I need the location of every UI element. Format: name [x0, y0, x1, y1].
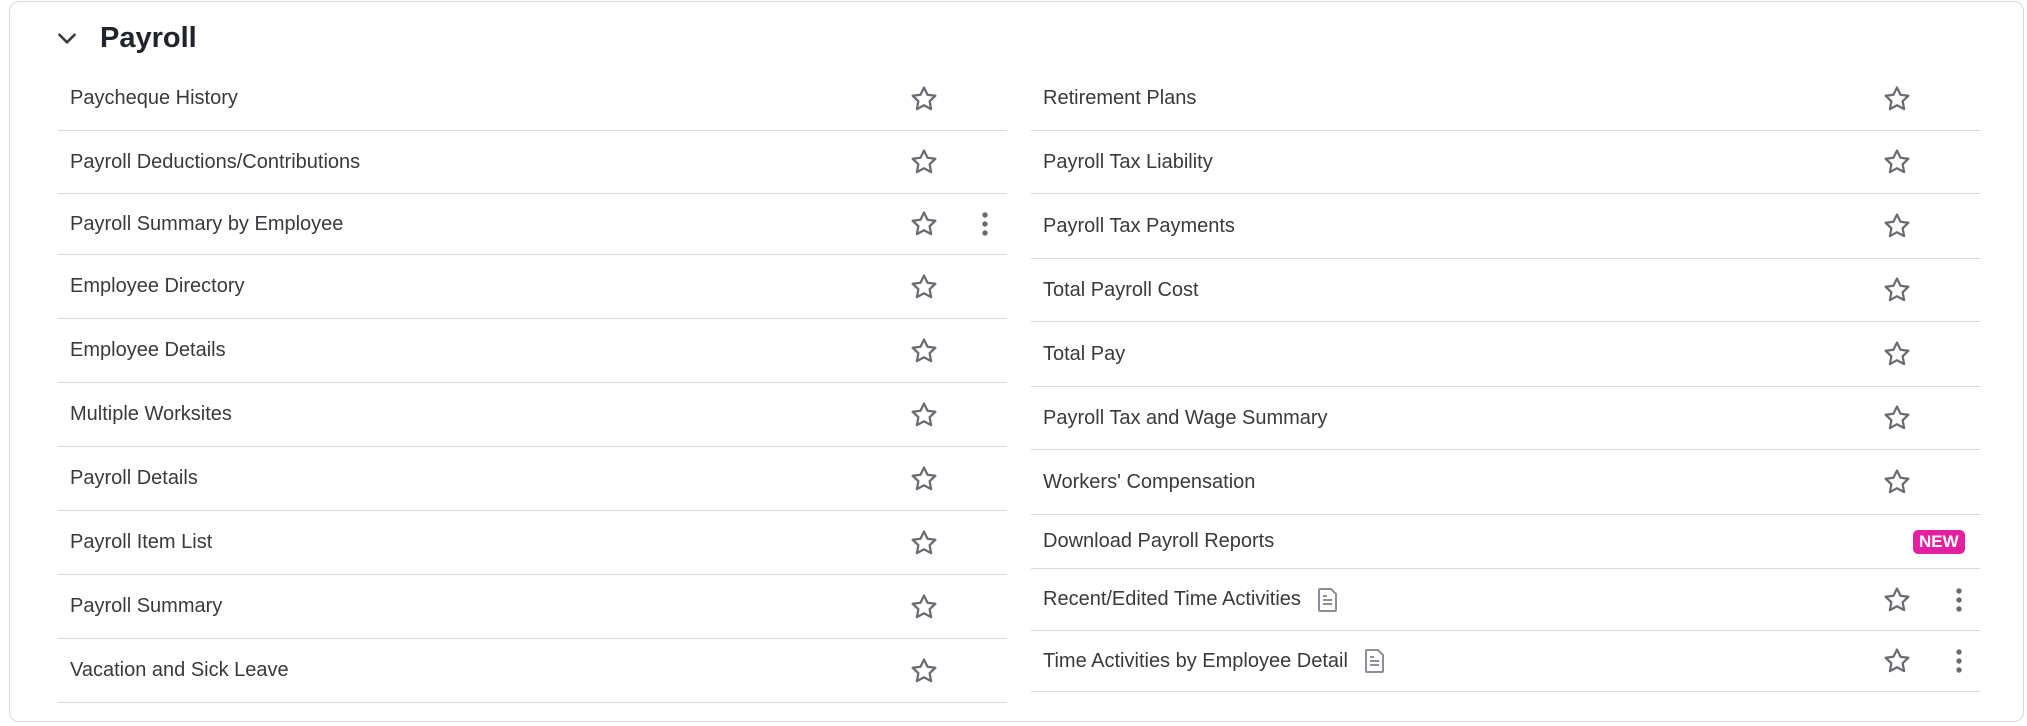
- report-link[interactable]: Payroll Item List: [70, 531, 213, 553]
- star-favorite-icon[interactable]: [909, 464, 939, 494]
- star-favorite-icon[interactable]: [909, 592, 939, 622]
- report-row[interactable]: Time Activities by Employee Detail: [1031, 631, 1980, 692]
- report-link[interactable]: Payroll Tax and Wage Summary: [1043, 406, 1328, 429]
- report-row[interactable]: Total Pay: [1031, 322, 1980, 387]
- report-row[interactable]: Payroll Deductions/Contributions: [58, 131, 1007, 194]
- report-row[interactable]: Payroll Summary: [58, 575, 1007, 639]
- document-icon: [1364, 648, 1386, 674]
- report-link[interactable]: Recent/Edited Time Activities: [1043, 588, 1301, 610]
- report-link[interactable]: Total Payroll Cost: [1043, 278, 1199, 301]
- star-favorite-icon[interactable]: [1882, 467, 1912, 497]
- report-row[interactable]: Vacation and Sick Leave: [58, 639, 1007, 703]
- star-favorite-icon[interactable]: [1882, 147, 1912, 177]
- star-favorite-icon[interactable]: [1882, 84, 1912, 114]
- star-favorite-icon[interactable]: [909, 209, 939, 239]
- report-link[interactable]: Payroll Details: [70, 467, 198, 489]
- report-row[interactable]: Payroll Details: [58, 447, 1007, 511]
- more-options-icon[interactable]: [981, 211, 989, 237]
- star-favorite-icon[interactable]: [1882, 585, 1912, 615]
- report-row[interactable]: Payroll Summary by Employee: [58, 194, 1007, 255]
- payroll-card: Payroll: [9, 1, 2024, 722]
- more-options-icon[interactable]: [1955, 648, 1963, 674]
- report-row[interactable]: Payroll Tax Payments: [1031, 194, 1980, 259]
- report-row[interactable]: Payroll Tax and Wage Summary: [1031, 387, 1980, 450]
- report-link[interactable]: Time Activities by Employee Detail: [1043, 649, 1348, 672]
- report-row[interactable]: Payroll Item List: [58, 511, 1007, 575]
- star-favorite-icon[interactable]: [909, 400, 939, 430]
- star-favorite-icon[interactable]: [1882, 211, 1912, 241]
- report-row[interactable]: Employee Details: [58, 319, 1007, 383]
- more-options-icon[interactable]: [1955, 587, 1963, 613]
- report-row[interactable]: Retirement Plans: [1031, 67, 1980, 131]
- star-favorite-icon[interactable]: [909, 272, 939, 302]
- star-favorite-icon[interactable]: [909, 336, 939, 366]
- report-link[interactable]: Employee Directory: [70, 275, 245, 297]
- report-row[interactable]: Recent/Edited Time Activities: [1031, 569, 1980, 631]
- star-favorite-icon[interactable]: [909, 84, 939, 114]
- report-link[interactable]: Payroll Deductions/Contributions: [70, 150, 361, 173]
- right-report-list: Retirement Plans Payroll Tax Liability Pay…: [1031, 67, 1980, 692]
- star-favorite-icon[interactable]: [909, 528, 939, 558]
- left-report-list: Paycheque History Payroll Deductions/Cont…: [58, 67, 1007, 703]
- report-link[interactable]: Payroll Tax Liability: [1043, 150, 1213, 173]
- report-row[interactable]: Download Payroll Reports NEW: [1031, 515, 1980, 569]
- report-link[interactable]: Paycheque History: [70, 87, 238, 109]
- report-row[interactable]: Payroll Tax Liability: [1031, 131, 1980, 194]
- report-link[interactable]: Employee Details: [70, 339, 226, 361]
- report-row[interactable]: Workers' Compensation: [1031, 450, 1980, 515]
- report-link[interactable]: Vacation and Sick Leave: [70, 659, 289, 681]
- report-link[interactable]: Download Payroll Reports: [1043, 530, 1275, 552]
- report-link[interactable]: Payroll Summary: [70, 595, 223, 617]
- star-favorite-icon[interactable]: [1882, 275, 1912, 305]
- document-icon: [1317, 587, 1339, 613]
- report-link[interactable]: Payroll Tax Payments: [1043, 214, 1235, 237]
- report-link[interactable]: Payroll Summary by Employee: [70, 212, 344, 235]
- chevron-down-icon[interactable]: [54, 25, 80, 51]
- report-link[interactable]: Retirement Plans: [1043, 87, 1197, 109]
- star-favorite-icon[interactable]: [1882, 646, 1912, 676]
- report-link[interactable]: Multiple Worksites: [70, 403, 232, 425]
- new-badge: NEW: [1913, 529, 1965, 554]
- report-link[interactable]: Workers' Compensation: [1043, 470, 1256, 493]
- report-row[interactable]: Paycheque History: [58, 67, 1007, 131]
- report-row[interactable]: Multiple Worksites: [58, 383, 1007, 447]
- section-title: Payroll: [100, 21, 197, 54]
- section-header[interactable]: Payroll: [54, 16, 197, 60]
- star-favorite-icon[interactable]: [1882, 339, 1912, 369]
- star-favorite-icon[interactable]: [1882, 403, 1912, 433]
- star-favorite-icon[interactable]: [909, 147, 939, 177]
- report-row[interactable]: Employee Directory: [58, 255, 1007, 319]
- report-row[interactable]: Total Payroll Cost: [1031, 259, 1980, 322]
- star-favorite-icon[interactable]: [909, 656, 939, 686]
- report-link[interactable]: Total Pay: [1043, 342, 1126, 365]
